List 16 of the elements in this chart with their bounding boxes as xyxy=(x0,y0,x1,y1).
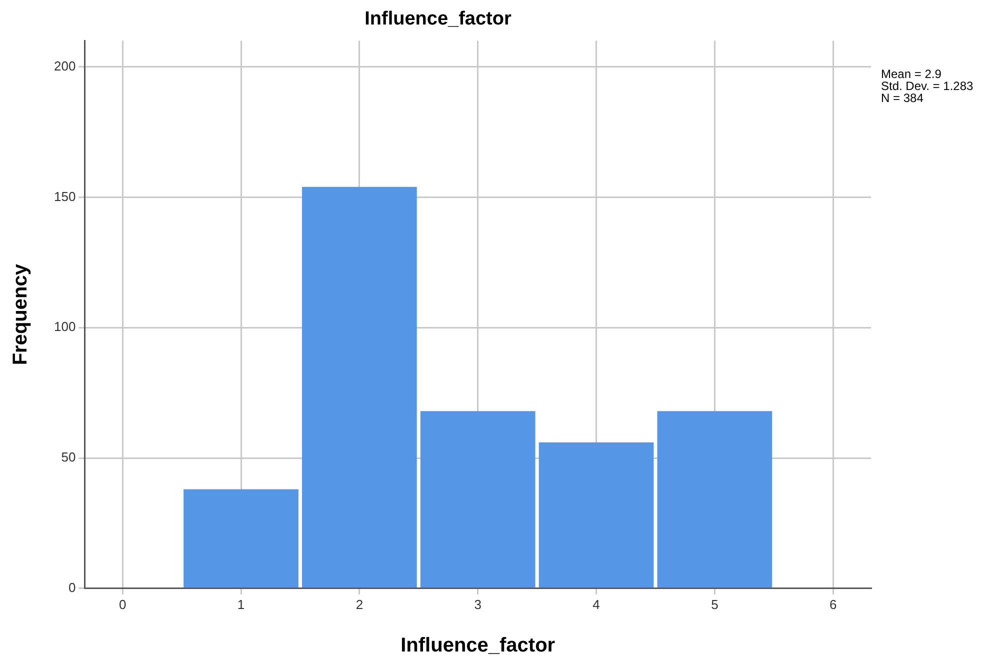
y-tick-label: 0 xyxy=(68,580,76,595)
y-tick-label: 150 xyxy=(54,188,76,204)
x-tick-label: 0 xyxy=(118,596,126,612)
x-tick-label: 3 xyxy=(474,596,482,612)
y-tick-label: 50 xyxy=(61,450,76,465)
x-tick-label: 6 xyxy=(829,596,837,612)
x-axis-title: Influence_factor xyxy=(400,634,556,657)
y-tick-label: 200 xyxy=(54,58,76,74)
x-tick-label: 5 xyxy=(711,596,718,612)
y-axis-title: Frequency xyxy=(10,263,32,366)
x-tick-label: 4 xyxy=(592,596,600,612)
text: Mean = 2.9 Std. Dev. = 1.283 N = 384 xyxy=(881,67,974,106)
x-tick-label: 1 xyxy=(237,596,245,612)
chart-title: Influence_factor xyxy=(364,8,512,30)
x-tick-label: 2 xyxy=(356,596,364,612)
y-tick-label: 100 xyxy=(54,319,76,334)
